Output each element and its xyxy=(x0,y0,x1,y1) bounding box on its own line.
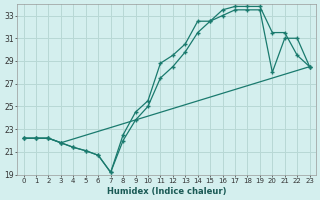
X-axis label: Humidex (Indice chaleur): Humidex (Indice chaleur) xyxy=(107,187,226,196)
